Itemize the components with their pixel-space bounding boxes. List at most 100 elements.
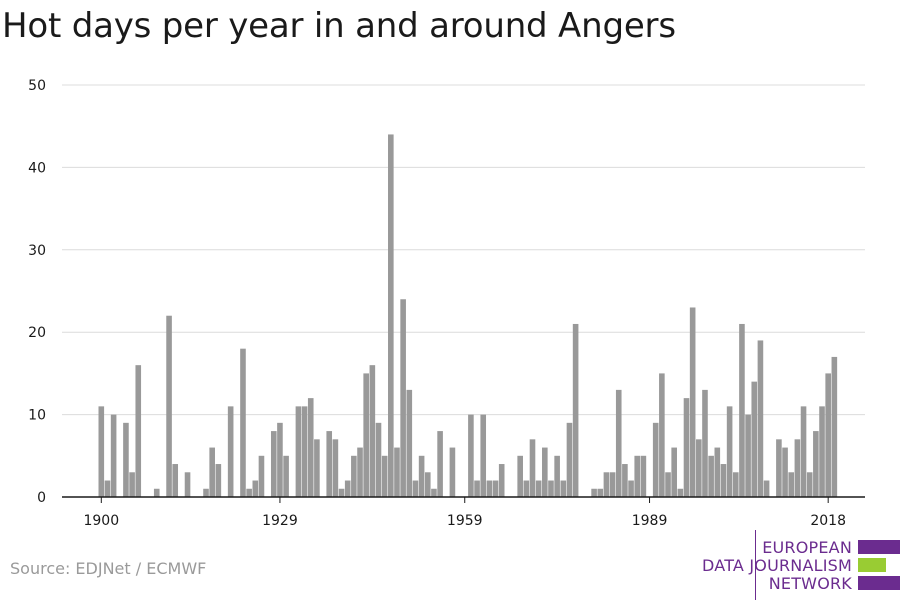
y-tick-label: 10: [28, 408, 46, 424]
bar: [498, 464, 505, 497]
bar: [708, 455, 714, 497]
bar: [776, 439, 782, 497]
x-tick-label: 1929: [262, 513, 298, 529]
logo-line-network: NETWORK: [768, 574, 852, 593]
bar: [375, 422, 382, 497]
bar: [252, 480, 259, 497]
logo-bar-bottom: [858, 576, 900, 590]
bar: [806, 472, 813, 497]
bar: [714, 447, 721, 497]
bar: [677, 488, 684, 497]
bar: [751, 381, 758, 497]
bar: [227, 406, 234, 497]
bar: [326, 431, 333, 497]
bar: [548, 480, 554, 497]
bar: [424, 472, 431, 497]
y-tick-label: 20: [28, 325, 46, 341]
bar: [129, 472, 135, 497]
bar: [307, 398, 314, 497]
logo-line-data-journalism: DATA JOURNALISM: [702, 556, 852, 575]
bar: [782, 447, 788, 497]
bar: [314, 439, 320, 497]
bar: [351, 455, 357, 497]
bar: [763, 480, 770, 497]
bar: [831, 356, 838, 497]
bar: [542, 447, 548, 497]
bar: [702, 389, 708, 497]
bar: [357, 447, 363, 497]
edjnet-logo: EUROPEAN DATA JOURNALISM NETWORK: [700, 530, 900, 600]
logo-rule: [755, 530, 756, 600]
logo-bar-top: [858, 540, 900, 554]
logo-line-european: EUROPEAN: [762, 538, 852, 557]
bar: [480, 414, 487, 497]
bar: [104, 480, 111, 497]
bar: [412, 480, 419, 497]
bar: [418, 455, 425, 497]
source-note: Source: EDJNet / ECMWF: [10, 559, 207, 578]
bar: [123, 422, 129, 497]
bar: [739, 323, 745, 497]
bar: [671, 447, 677, 497]
bar: [652, 422, 659, 497]
bar: [240, 348, 246, 497]
bar: [431, 488, 437, 497]
bar: [609, 472, 616, 497]
x-tick-label: 1900: [83, 513, 119, 529]
bar: [720, 464, 727, 497]
bar: [566, 422, 573, 497]
bar: [825, 373, 831, 497]
bar: [788, 472, 795, 497]
bar: [437, 431, 443, 497]
bar: [203, 488, 209, 497]
bar: [572, 323, 579, 497]
bar: [628, 480, 634, 497]
bar: [535, 480, 542, 497]
y-tick-label: 0: [37, 490, 46, 506]
bar: [659, 373, 665, 497]
bar: [388, 134, 394, 497]
bar: [468, 414, 474, 497]
y-tick-label: 30: [28, 243, 46, 259]
bar: [406, 389, 413, 497]
bar: [745, 414, 751, 497]
bar: [369, 365, 376, 497]
bar: [246, 488, 252, 497]
bar: [486, 480, 493, 497]
bar: [757, 340, 764, 497]
bar: [517, 455, 523, 497]
bar: [523, 480, 530, 497]
bar: [665, 472, 671, 497]
bar: [215, 464, 222, 497]
bar: [449, 447, 456, 497]
x-tick-label: 2018: [810, 513, 846, 529]
bar: [813, 431, 819, 497]
y-tick-label: 40: [28, 160, 46, 176]
bar: [726, 406, 733, 497]
bar: [332, 439, 339, 497]
bar: [363, 373, 369, 497]
chart-title: Hot days per year in and around Angers: [2, 6, 676, 46]
bar: [172, 464, 179, 497]
bar: [258, 455, 265, 497]
bar: [209, 447, 215, 497]
bar: [400, 299, 406, 497]
bar: [732, 472, 739, 497]
bar: [597, 488, 604, 497]
bar: [474, 480, 480, 497]
bar: [381, 455, 388, 497]
bar: [689, 307, 696, 497]
bar: [591, 488, 597, 497]
bar: [110, 414, 117, 497]
bar: [135, 365, 142, 497]
bar: [529, 439, 536, 497]
bar: [301, 406, 308, 497]
bar: [794, 439, 801, 497]
x-tick-label: 1989: [632, 513, 668, 529]
bar: [277, 422, 283, 497]
bar: [800, 406, 807, 497]
bar: [603, 472, 610, 497]
bar: [98, 406, 105, 497]
bar: [696, 439, 702, 497]
